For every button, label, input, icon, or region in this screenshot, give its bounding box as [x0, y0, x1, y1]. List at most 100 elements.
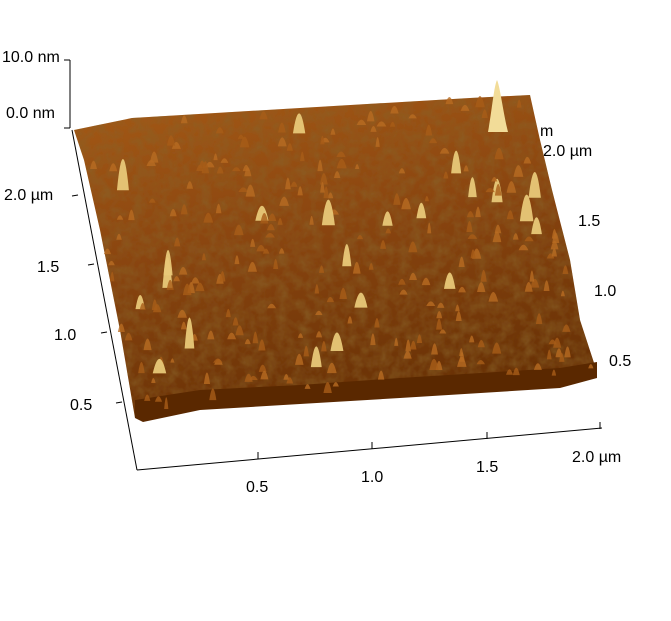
surface-peak — [562, 265, 569, 275]
surface-peak — [242, 164, 250, 172]
surface-peak — [318, 265, 325, 273]
surface-peak — [292, 113, 306, 134]
surface-peak — [535, 313, 543, 325]
surface-peak — [207, 330, 215, 340]
left-axis-tick-label: 1.0 — [54, 327, 76, 344]
surface-peak — [398, 278, 406, 285]
surface-peak — [564, 346, 571, 358]
surface-peak — [588, 364, 594, 369]
surface-peak — [368, 263, 374, 270]
surface-peak — [290, 181, 298, 187]
surface-peak — [401, 197, 411, 210]
surface-peak — [429, 358, 439, 370]
surface-peak — [475, 206, 481, 218]
surface-peak — [238, 187, 249, 192]
surface-peak — [459, 348, 464, 357]
surface-peak — [436, 318, 443, 330]
left-axis-tick-label: 0.5 — [70, 397, 92, 414]
surface-peak — [370, 126, 377, 132]
surface-peak — [149, 151, 159, 163]
surface-peak — [455, 311, 462, 321]
surface-peak — [374, 318, 380, 328]
surface-peak — [375, 137, 380, 147]
surface-front-edge — [135, 362, 597, 422]
surface-peak — [258, 364, 267, 372]
surface-peak — [186, 181, 194, 189]
surface-peaks — [90, 96, 594, 410]
left-axis-tick-label: 2.0 µm — [4, 187, 53, 204]
right-axis-tick-label: 1.0 — [594, 283, 616, 300]
surface-peak — [259, 111, 268, 120]
surface-peak — [273, 259, 279, 269]
surface-peak — [108, 260, 115, 266]
surface-peak — [330, 128, 336, 135]
surface-peak — [425, 124, 433, 136]
surface-peak — [480, 269, 487, 282]
surface-peak — [477, 282, 486, 293]
surface-peak — [109, 163, 118, 172]
surface-peak — [356, 235, 364, 240]
surface-peak — [408, 241, 418, 253]
surface-peak — [303, 345, 309, 357]
surface-peak — [232, 167, 241, 172]
surface-peak — [182, 283, 192, 296]
surface-peak — [398, 168, 406, 174]
surface-peak — [399, 289, 408, 295]
surface-peak — [330, 332, 344, 352]
surface-peak — [184, 317, 195, 349]
surface-peak — [494, 224, 502, 234]
surface-peak — [488, 292, 499, 302]
surface-peak — [529, 270, 535, 282]
surface-peak — [327, 192, 334, 199]
surface-peak — [203, 372, 211, 385]
surface-peak — [166, 135, 176, 146]
surface-peak — [103, 248, 112, 255]
surface-peak — [393, 193, 401, 205]
surface-peak — [416, 334, 423, 344]
surface-peak — [506, 369, 514, 375]
surface-peak — [116, 159, 129, 191]
surface-peak — [562, 324, 571, 332]
surface-peak — [234, 224, 244, 236]
surface-peak — [551, 248, 558, 257]
surface-peak — [286, 143, 293, 151]
surface-peak — [531, 217, 542, 235]
surface-peak — [342, 244, 352, 267]
surface-peak — [234, 255, 240, 265]
surface-peak — [403, 350, 412, 359]
surface-peak — [455, 304, 460, 312]
bottom-axis-tick-label: 0.5 — [246, 479, 268, 496]
surface-peak — [376, 121, 387, 127]
surface-peak — [326, 296, 334, 303]
surface-peak — [469, 335, 475, 343]
surface-peak — [309, 215, 314, 225]
right-axis-partial-label: m — [540, 123, 553, 140]
surface-peak — [191, 277, 200, 284]
surface-peak — [467, 234, 478, 239]
surface-peak — [124, 332, 133, 341]
surface-peak — [437, 302, 445, 308]
surface-peak — [195, 282, 205, 292]
surface-peak — [232, 317, 239, 326]
surface-peak — [333, 171, 341, 178]
surface-peak — [475, 96, 485, 108]
surface-peak — [235, 325, 244, 336]
surface-peak — [336, 151, 346, 157]
surface-peak — [352, 261, 361, 274]
surface-peak — [560, 290, 565, 297]
surface-peak — [494, 183, 502, 196]
surface-peak — [552, 232, 560, 244]
surface-peak — [332, 382, 339, 387]
bottom-axis-tick-label: 2.0 µm — [572, 449, 621, 466]
surface-peak — [299, 151, 305, 162]
surface-peak — [543, 280, 550, 292]
surface-peak — [213, 358, 223, 363]
surface-peak — [410, 340, 417, 350]
surface-peak — [109, 271, 115, 282]
right-axis-tick-label: 0.5 — [609, 353, 631, 370]
surface-peak — [457, 356, 467, 367]
surface-peak — [431, 343, 438, 355]
surface-peak — [250, 238, 256, 247]
surface-peak — [460, 104, 470, 111]
surface-peak — [180, 115, 188, 124]
